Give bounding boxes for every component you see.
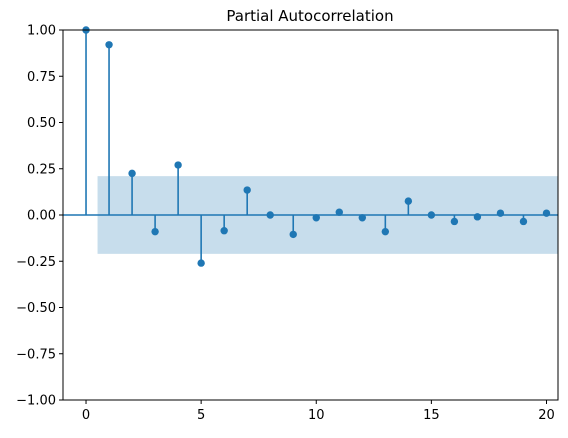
stem-marker [473,213,482,221]
axes: −1.00 −0.75 −0.50 −0.25 0.00 0.25 0.50 0.75 1.00… [16,24,559,423]
stem-marker [519,217,528,226]
stem-marker [427,211,436,219]
x-tick-label: 20 [538,408,555,423]
stem-marker [496,209,505,217]
stem-marker [243,186,251,194]
y-tick-label: 1.00 [27,24,56,39]
x-tick-label: 15 [423,408,440,423]
stem-marker [450,217,459,226]
y-tick-label: 0.50 [27,116,56,131]
stem-marker [381,227,390,236]
stem-marker [151,227,159,236]
y-tick-label: 0.25 [27,162,56,177]
chart-title: Partial Autocorrelation [226,7,393,25]
stem-marker [220,227,228,235]
plot-area [63,26,558,267]
stem-marker [128,169,136,178]
stem-marker [335,208,343,216]
stem-marker [542,209,551,217]
stem-marker [174,161,182,169]
stem-marker [266,211,274,219]
y-tick-label: −0.25 [16,255,56,270]
stem-marker [197,259,205,267]
y-tick-label: −0.75 [16,347,56,362]
stem-marker [289,230,297,239]
stem-marker [404,197,413,205]
y-tick-label: −1.00 [16,394,56,409]
x-tick-label: 5 [197,408,205,423]
x-tick-label: 10 [308,408,325,423]
stem-marker [105,41,113,49]
stem-marker [312,214,320,222]
y-tick-label: 0.00 [27,209,56,224]
y-tick-label: 0.75 [27,70,56,85]
stem-marker [358,214,367,222]
y-tick-label: −0.50 [16,301,56,316]
x-tick-label: 0 [82,408,90,423]
